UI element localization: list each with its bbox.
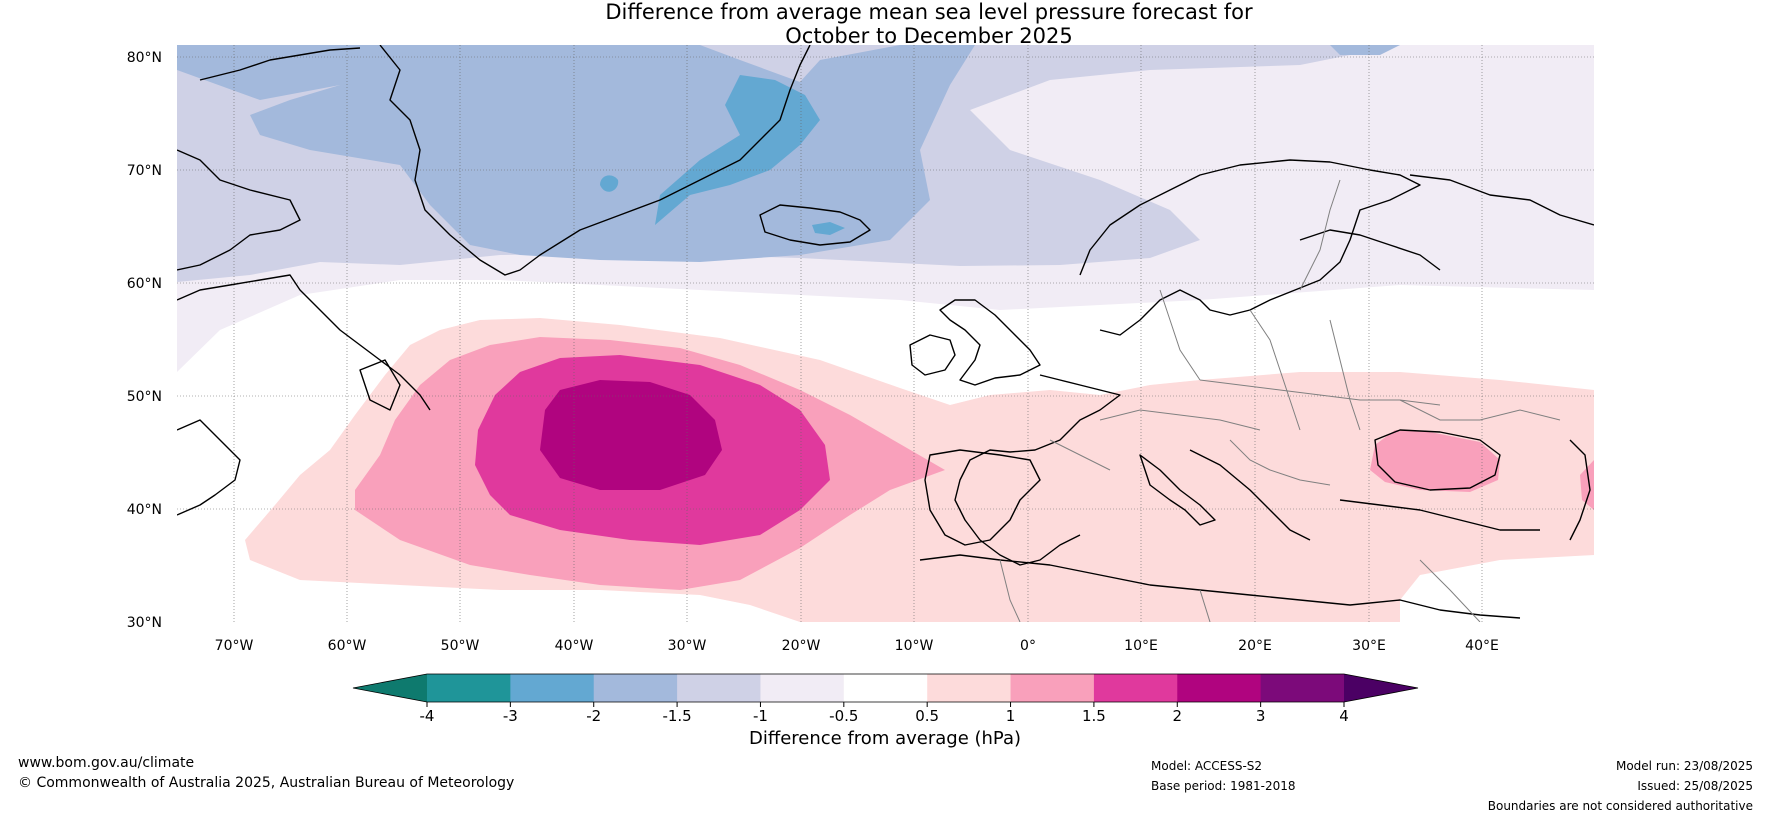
lon-label: 10°E <box>1124 638 1158 654</box>
lat-label: 80°N <box>127 50 162 66</box>
coast-baffin <box>177 149 301 271</box>
coast-caspian <box>1569 439 1591 541</box>
footer-boundaries: Boundaries are not considered authoritat… <box>1487 799 1753 813</box>
coast-north-africa <box>919 554 1521 619</box>
coast-balkans <box>1189 449 1311 541</box>
lon-label: 60°W <box>328 638 367 654</box>
lon-label: 70°W <box>215 638 254 654</box>
country-borders <box>999 179 1561 622</box>
coast-newfoundland <box>359 359 401 411</box>
coast-ireland <box>909 334 956 376</box>
colorbar-segment <box>1093 674 1178 702</box>
lon-label: 40°E <box>1465 638 1499 654</box>
lon-label: 20°E <box>1238 638 1272 654</box>
coast-turkey <box>1339 499 1540 531</box>
footer-model-run: Model run: 23/08/2025 <box>1615 759 1753 773</box>
colorbar: -4 -3 -2 -1.5 -1 -0.5 0.5 1 1.5 2 3 4 <box>352 673 1419 725</box>
footer-model: Model: ACCESS-S2 <box>1151 759 1263 773</box>
colorbar-tick-label: 2 <box>1172 707 1182 725</box>
colorbar-segment <box>1010 674 1095 702</box>
lat-label: 30°N <box>127 615 162 631</box>
colorbar-segment <box>1260 674 1345 702</box>
colorbar-tick-label: 1 <box>1006 707 1016 725</box>
coast-labrador <box>177 274 431 411</box>
coast-russia-north <box>1409 174 1594 226</box>
colorbar-arrow-high <box>1344 674 1418 702</box>
colorbar-tick-label: -1.5 <box>662 707 691 725</box>
colorbar-segment <box>927 674 1012 702</box>
lat-labels: 80°N 70°N 60°N 50°N 40°N 30°N <box>127 50 162 631</box>
footer-copyright: © Commonwealth of Australia 2025, Austra… <box>18 775 515 791</box>
contour-neg-2 <box>655 75 820 225</box>
contour-neg-2-small <box>600 175 619 192</box>
colorbar-segment <box>510 674 595 702</box>
lat-label: 60°N <box>127 276 162 292</box>
colorbar-tick-label: 4 <box>1339 707 1349 725</box>
coast-iceland <box>759 204 871 246</box>
contour-neg-1.5-top <box>1330 45 1400 55</box>
graticule <box>177 45 1594 622</box>
colorbar-segment <box>760 674 845 702</box>
coast-greenland-north <box>199 47 361 81</box>
lon-label: 30°W <box>668 638 707 654</box>
colorbar-segment <box>843 674 928 702</box>
lon-label: 10°W <box>895 638 934 654</box>
title-line-1: Difference from average mean sea level p… <box>605 0 1253 24</box>
contour-neg-2-iceland <box>812 222 845 235</box>
lon-label: 30°E <box>1352 638 1386 654</box>
lat-label: 40°N <box>127 502 162 518</box>
footer-website: www.bom.gov.au/climate <box>18 755 195 771</box>
coast-italy <box>1139 454 1216 526</box>
colorbar-segment <box>1177 674 1262 702</box>
colorbar-tick-label: -2 <box>586 707 601 725</box>
colorbar-tick-label: -4 <box>420 707 435 725</box>
lat-label: 50°N <box>127 389 162 405</box>
lon-labels: 70°W 60°W 50°W 40°W 30°W 20°W 10°W 0° 10… <box>215 638 1499 654</box>
contour-pos-1-black-sea <box>1370 430 1500 492</box>
coast-iberia <box>924 449 1041 546</box>
lon-label: 0° <box>1020 638 1036 654</box>
colorbar-title: Difference from average (hPa) <box>748 728 1022 749</box>
coast-scandinavia <box>1079 159 1421 336</box>
coast-greenland <box>379 45 811 276</box>
coast-britain <box>939 299 1041 386</box>
map-panel <box>177 45 1594 622</box>
chart-title: Difference from average mean sea level p… <box>0 0 1770 48</box>
colorbar-tick-label: -0.5 <box>829 707 858 725</box>
contour-pos-1-east <box>1580 460 1594 510</box>
colorbar-tick-label: 1.5 <box>1082 707 1106 725</box>
colorbar-segment <box>427 674 511 702</box>
lat-label: 70°N <box>127 163 162 179</box>
coast-us-east <box>177 419 241 516</box>
colorbar-arrow-low <box>353 674 427 702</box>
footer-issued: Issued: 25/08/2025 <box>1637 779 1753 793</box>
footer-base-period: Base period: 1981-2018 <box>1151 779 1296 793</box>
colorbar-tick-label: -1 <box>753 707 768 725</box>
colorbar-segment <box>593 674 678 702</box>
coastlines <box>177 45 1594 619</box>
coast-black-sea <box>1374 429 1501 491</box>
lon-label: 50°W <box>441 638 480 654</box>
colorbar-segment <box>677 674 761 702</box>
colorbar-tick-label: 3 <box>1256 707 1266 725</box>
colorbar-tick-label: -3 <box>503 707 518 725</box>
colorbar-tick-label: 0.5 <box>915 707 939 725</box>
lon-label: 40°W <box>555 638 594 654</box>
lon-label: 20°W <box>782 638 821 654</box>
contour-pos-2 <box>540 380 722 490</box>
title-line-2: October to December 2025 <box>785 24 1073 48</box>
